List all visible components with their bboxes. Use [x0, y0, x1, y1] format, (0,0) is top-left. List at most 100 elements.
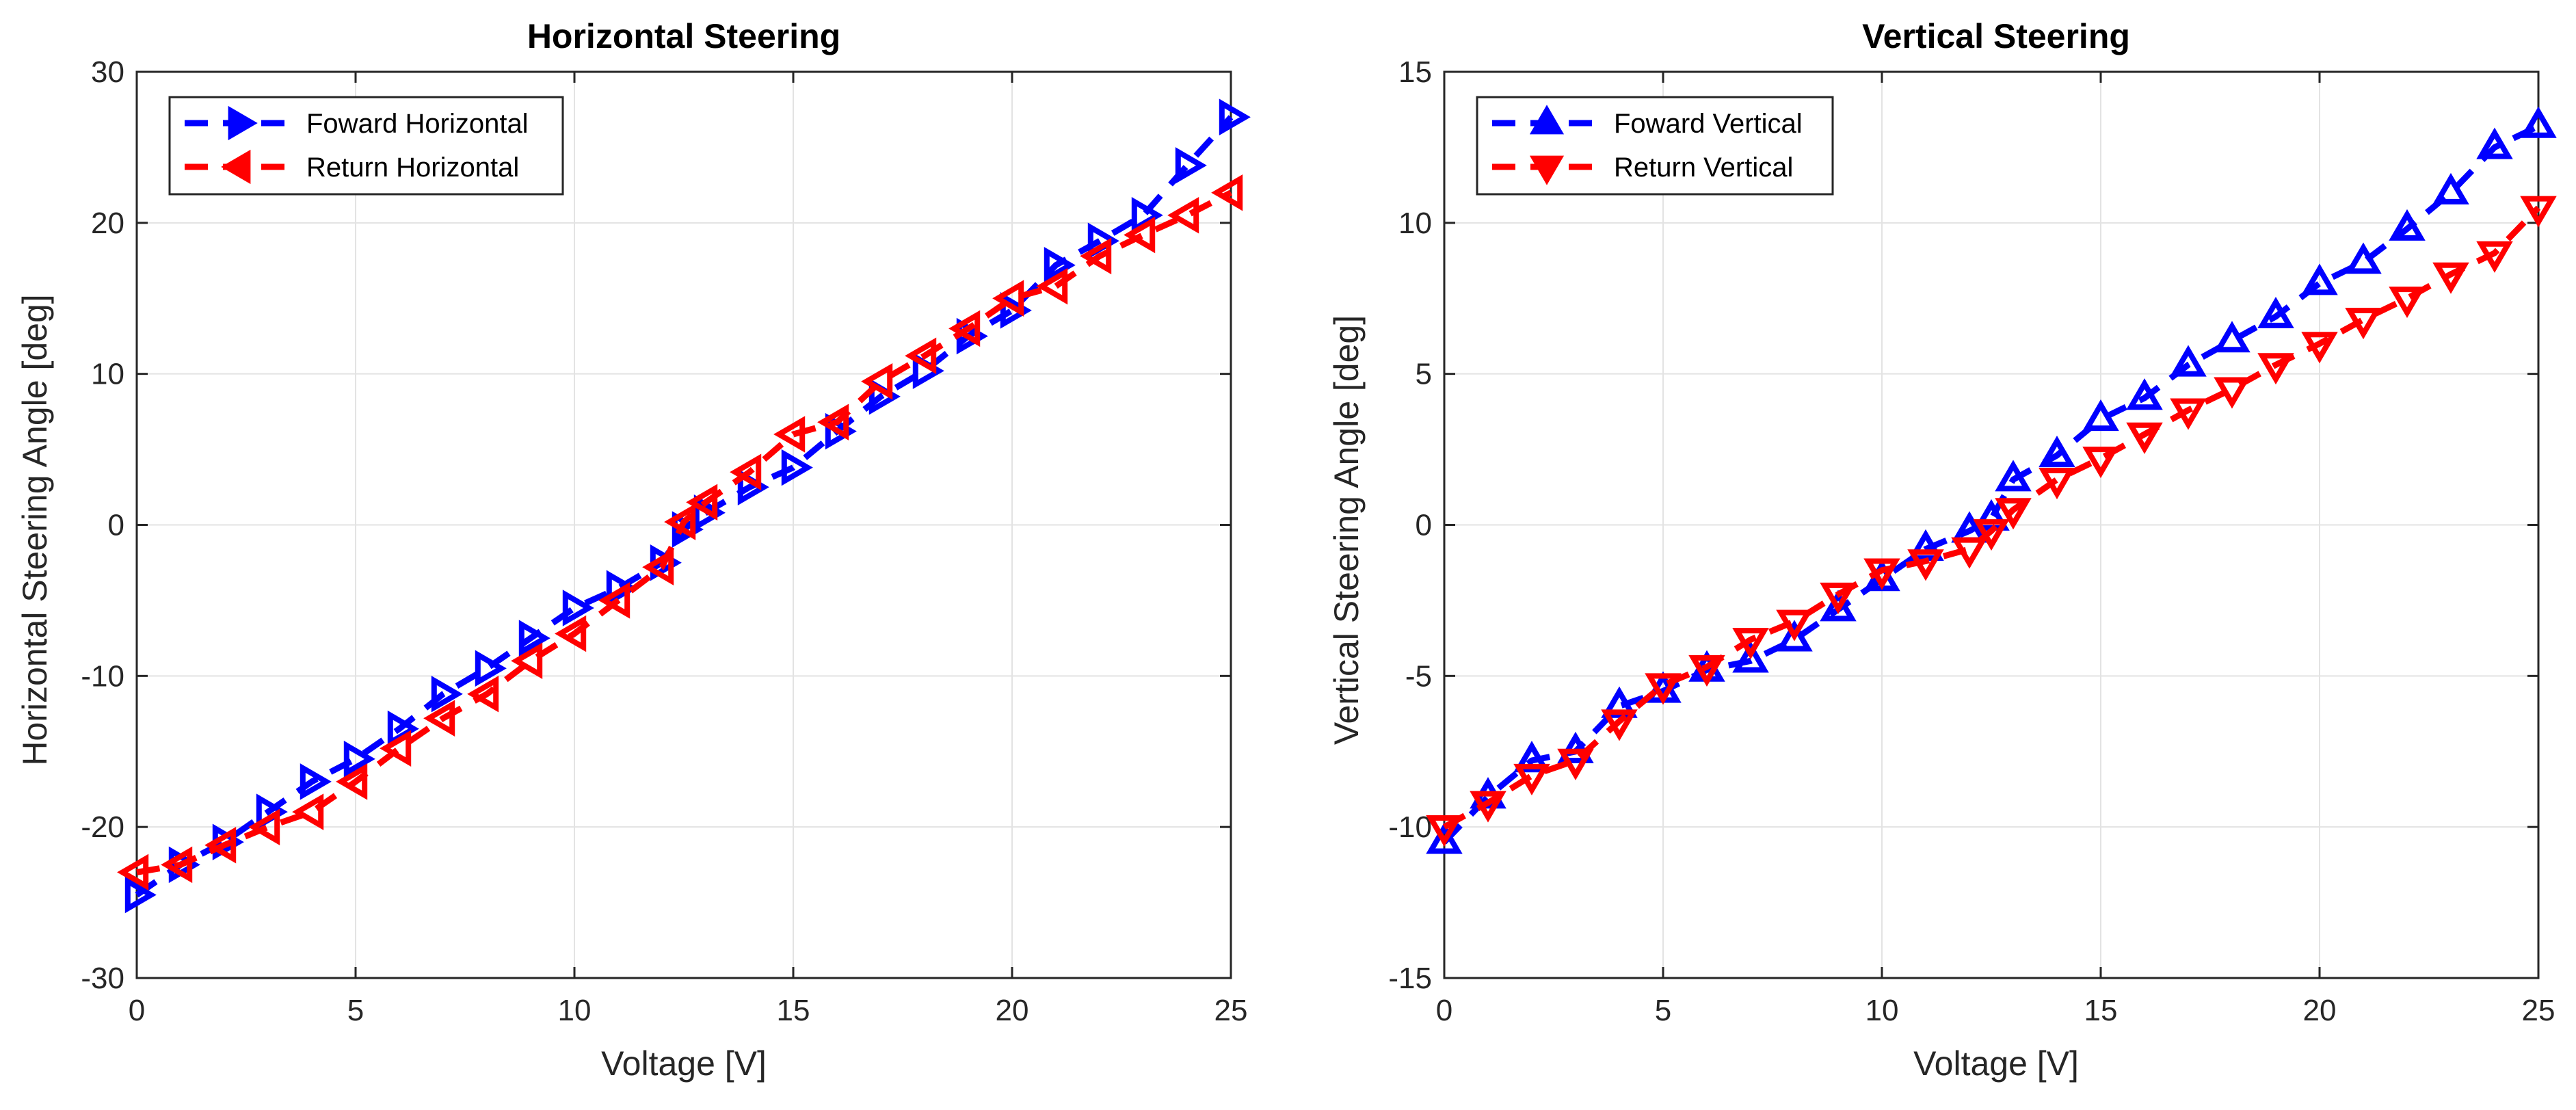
data-point — [1732, 641, 1769, 673]
data-point — [1167, 197, 1199, 234]
y-tick-label: -30 — [81, 962, 124, 995]
x-tick-label: 10 — [1865, 994, 1899, 1027]
data-point — [423, 700, 455, 737]
data-point — [1995, 498, 2032, 530]
data-point — [2082, 447, 2119, 479]
data-point — [861, 362, 893, 400]
data-point — [2126, 378, 2163, 410]
data-point — [2301, 263, 2338, 295]
data-point — [1973, 519, 2010, 551]
data-point — [1557, 748, 1594, 780]
data-point — [431, 676, 463, 713]
data-point — [343, 741, 375, 778]
data-point — [2257, 296, 2294, 328]
data-point — [475, 650, 507, 687]
x-tick-label: 5 — [347, 994, 364, 1027]
data-point — [2389, 209, 2426, 241]
y-axis-label: Horizontal Steering Angle [deg] — [16, 294, 54, 765]
y-axis-label: Vertical Steering Angle [deg] — [1327, 315, 1366, 745]
data-point — [1426, 822, 1463, 854]
y-tick-label: 30 — [91, 55, 124, 89]
data-point — [1219, 98, 1251, 136]
legend-label: Return Vertical — [1614, 153, 1793, 183]
horizontal-steering-panel: 0 5 10 15 20 25 -30 -20 -10 0 10 20 30 Foward Horizon… — [16, 17, 1251, 1083]
data-point — [1907, 549, 1944, 581]
chart-title: Horizontal Steering — [527, 17, 840, 55]
data-point — [948, 310, 981, 347]
data-point — [2039, 468, 2075, 500]
x-tick-label: 0 — [129, 994, 145, 1027]
data-point — [518, 620, 550, 657]
x-tick-label: 15 — [777, 994, 810, 1027]
data-point — [2345, 308, 2382, 340]
data-point — [1995, 460, 2032, 492]
data-point — [817, 404, 849, 441]
data-point — [467, 676, 499, 713]
data-point — [248, 808, 280, 845]
y-tick-label: 15 — [1398, 55, 1432, 89]
plot-area: 0 5 10 15 20 25 -15 -10 -5 0 5 10 15 Foward Vertical R… — [1388, 55, 2557, 1027]
legend: Foward Vertical Return Vertical — [1476, 96, 1834, 196]
y-tick-label: 10 — [91, 358, 124, 391]
data-point — [1820, 590, 1857, 622]
x-tick-label: 25 — [1214, 994, 1248, 1027]
legend-label: Foward Horizontal — [306, 109, 529, 139]
data-point — [300, 763, 332, 800]
data-point — [686, 484, 718, 521]
data-point — [1124, 216, 1156, 254]
data-point — [1426, 815, 1463, 847]
y-tick-label: -10 — [1388, 810, 1432, 844]
data-point — [1601, 709, 1638, 741]
data-point — [1513, 763, 1550, 795]
x-tick-label: 0 — [1436, 994, 1452, 1027]
data-point — [2476, 241, 2513, 273]
series-line — [136, 189, 1233, 875]
data-point — [642, 549, 674, 586]
data-point — [562, 590, 594, 626]
data-point — [992, 280, 1024, 317]
legend-label: Foward Vertical — [1614, 109, 1803, 139]
data-point — [124, 876, 157, 914]
y-tick-label: -20 — [81, 810, 124, 844]
x-tick-label: 20 — [996, 994, 1029, 1027]
data-point — [1080, 237, 1112, 275]
data-point — [1776, 609, 1813, 642]
series-line — [1442, 205, 2541, 830]
data-point — [1645, 673, 1682, 705]
data-point — [2214, 321, 2250, 353]
data-point — [1820, 582, 1857, 614]
data-point — [2520, 106, 2557, 138]
data-point — [2432, 172, 2469, 204]
vertical-steering-panel: 0 5 10 15 20 25 -15 -10 -5 0 5 10 15 Foward Vertical R… — [1327, 17, 2557, 1083]
y-tick-label: 0 — [1416, 509, 1432, 542]
data-point — [2214, 377, 2250, 409]
data-point — [1863, 558, 1900, 590]
data-point — [380, 730, 412, 767]
data-point — [1470, 791, 1506, 823]
data-point — [2257, 353, 2294, 385]
data-point — [1175, 147, 1207, 184]
data-point — [1036, 267, 1068, 305]
data-point — [2476, 127, 2513, 159]
data-point — [905, 337, 937, 374]
data-point — [2126, 422, 2163, 454]
x-axis-label: Voltage [V] — [1913, 1044, 2079, 1083]
data-point — [511, 642, 543, 679]
y-tick-label: 20 — [91, 207, 124, 240]
legend-marker — [1529, 105, 1565, 135]
x-tick-label: 5 — [1655, 994, 1671, 1027]
data-point — [161, 846, 193, 884]
x-axis-label: Voltage [V] — [601, 1044, 767, 1083]
data-point — [2345, 242, 2382, 274]
data-point — [693, 494, 726, 531]
data-point — [1601, 686, 1638, 718]
x-tick-label: 15 — [2084, 994, 2118, 1027]
data-point — [117, 854, 149, 891]
data-point — [2389, 287, 2426, 319]
data-point — [1211, 174, 1243, 211]
y-tick-label: -10 — [81, 659, 124, 693]
data-point — [1732, 628, 1769, 660]
data-point — [730, 453, 762, 490]
data-point — [825, 412, 857, 450]
data-point — [781, 449, 813, 486]
